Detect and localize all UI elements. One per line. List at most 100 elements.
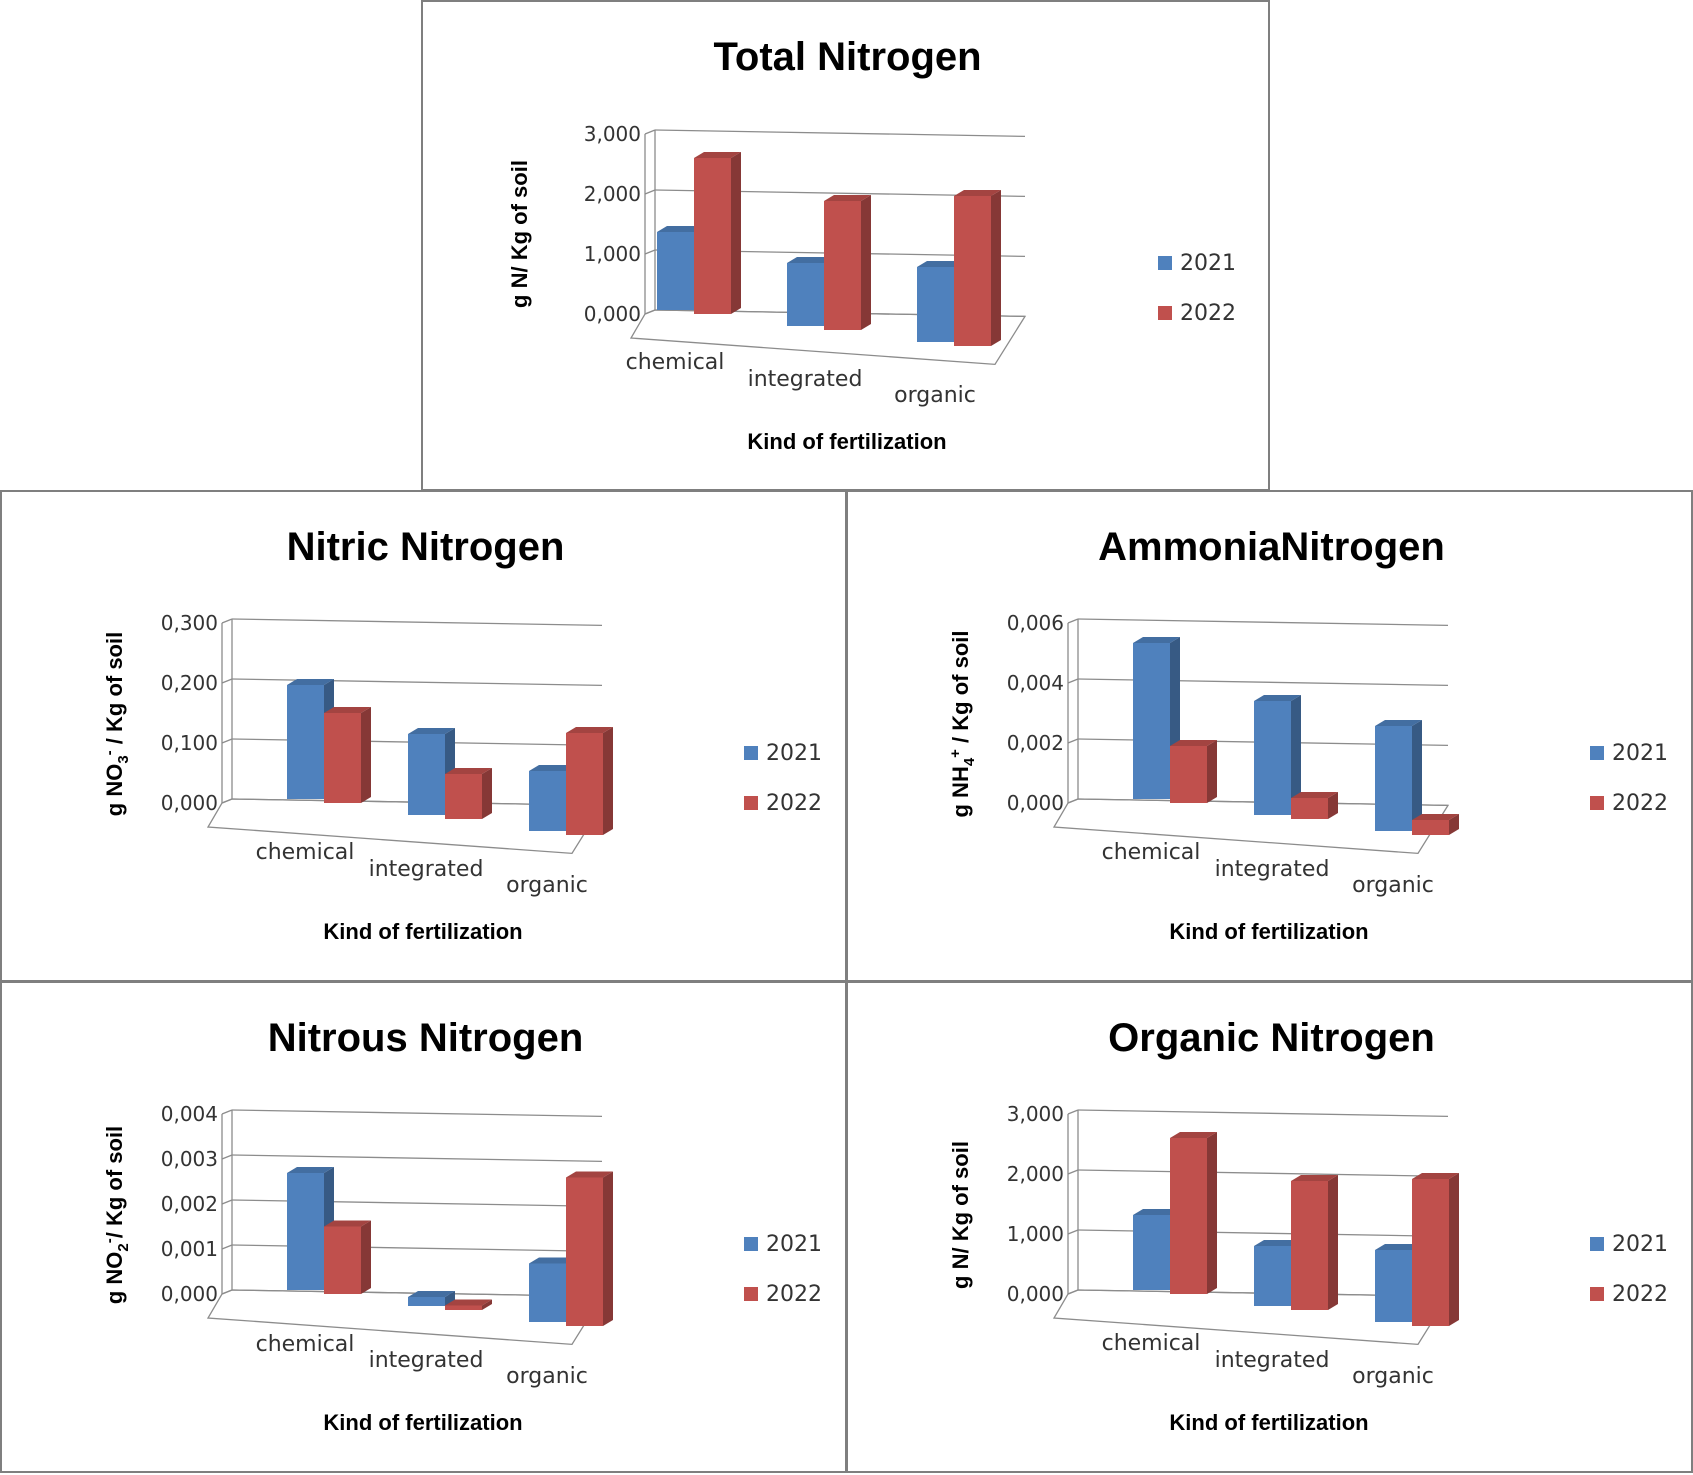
gridline-side — [221, 678, 233, 684]
legend-item-2022: 2022 — [744, 791, 822, 816]
legend-label: 2022 — [766, 1282, 822, 1307]
bar-organic-2022 — [566, 1171, 613, 1326]
gridline-side — [1067, 1229, 1079, 1235]
y-tick-label: 0,000 — [161, 1282, 218, 1306]
legend-label: 2021 — [1612, 741, 1668, 766]
x-tick-label: chemical — [1102, 840, 1201, 865]
chart-title: AmmoniaNitrogen — [1098, 525, 1445, 569]
total-nitrogen-chart: Total Nitrogen 0,000 1,000 2,000 3,000 chemic… — [421, 0, 1270, 491]
x-tick-label: chemical — [256, 840, 355, 865]
gridline — [1077, 1109, 1449, 1118]
legend-swatch — [1590, 1237, 1604, 1251]
legend-item-2021: 2021 — [744, 741, 822, 766]
gridline-side — [221, 618, 233, 624]
legend-label: 2021 — [766, 741, 822, 766]
legend-label: 2021 — [766, 1232, 822, 1257]
y-tick-label: 0,000 — [1007, 1282, 1064, 1306]
y-tick-label: 2,000 — [1007, 1162, 1064, 1186]
bar-integrated-2021 — [408, 1291, 455, 1306]
legend-label: 2022 — [766, 791, 822, 816]
x-tick-label: integrated — [748, 367, 863, 392]
gridline-side — [221, 1154, 233, 1160]
y-tick-label: 3,000 — [584, 122, 641, 146]
x-tick-label: integrated — [369, 857, 484, 882]
y-tick-label: 3,000 — [1007, 1102, 1064, 1126]
legend-item-2022: 2022 — [1590, 1282, 1668, 1307]
y-tick-label: 0,006 — [1007, 611, 1064, 635]
y-tick-label: 1,000 — [584, 242, 641, 266]
legend-item-2021: 2021 — [1158, 251, 1236, 276]
legend-swatch — [744, 1237, 758, 1251]
x-tick-label: integrated — [1215, 1348, 1330, 1373]
legend-label: 2021 — [1180, 251, 1236, 276]
gridline-side — [221, 1199, 233, 1205]
legend-label: 2022 — [1612, 1282, 1668, 1307]
x-axis-label: Kind of fertilization — [323, 1410, 522, 1435]
legend-swatch — [744, 1287, 758, 1301]
x-axis-label: Kind of fertilization — [747, 429, 946, 454]
legend-label: 2022 — [1612, 791, 1668, 816]
y-tick-label: 1,000 — [1007, 1222, 1064, 1246]
y-axis-label: g NO3- / Kg of soil — [101, 632, 132, 816]
x-tick-label: integrated — [369, 1348, 484, 1373]
legend-swatch — [1590, 796, 1604, 810]
y-tick-label: 0,001 — [161, 1237, 218, 1261]
legend-swatch — [1590, 1287, 1604, 1301]
chart-svg: Nitric Nitrogen 0,000 0,100 0,200 0,300 chemi… — [101, 525, 822, 944]
gridline — [1077, 1169, 1449, 1178]
bar-integrated-2022 — [445, 1299, 492, 1310]
bar-chemical-2022 — [1170, 740, 1217, 803]
y-tick-label: 0,000 — [584, 302, 641, 326]
chart-floor — [629, 309, 1027, 366]
gridline-side — [644, 189, 656, 195]
gridline — [1077, 618, 1449, 627]
nitric-nitrogen-chart: Nitric Nitrogen 0,000 0,100 0,200 0,300 chemi… — [0, 490, 847, 982]
gridline-side — [644, 129, 656, 135]
x-tick-label: integrated — [1215, 857, 1330, 882]
gridline — [231, 678, 603, 687]
x-tick-label: organic — [894, 383, 976, 408]
chart-svg: AmmoniaNitrogen 0,000 0,002 0,004 0,006 chemi… — [947, 525, 1668, 944]
gridline-side — [221, 1109, 233, 1115]
chart-title: Nitrous Nitrogen — [268, 1016, 584, 1060]
bar-organic-2021 — [1375, 720, 1422, 831]
bar-chemical-2022 — [324, 707, 371, 803]
legend-item-2022: 2022 — [1590, 791, 1668, 816]
gridline-side — [1067, 738, 1079, 744]
chart-svg: Nitrous Nitrogen 0,000 0,001 0,002 0,003 0,00… — [101, 1016, 822, 1435]
y-tick-label: 0,000 — [161, 791, 218, 815]
gridline-side — [1067, 1109, 1079, 1115]
legend-label: 2021 — [1612, 1232, 1668, 1257]
bar-chemical-2022 — [324, 1220, 371, 1294]
y-tick-label: 0,002 — [161, 1192, 218, 1216]
bar-organic-2022 — [1412, 1173, 1459, 1326]
gridline-side — [1067, 618, 1079, 624]
bar-organic-2022 — [954, 190, 1001, 346]
legend-swatch — [1158, 256, 1172, 270]
gridline — [231, 1109, 603, 1118]
x-tick-label: organic — [1352, 873, 1434, 898]
gridline-side — [1067, 678, 1079, 684]
y-tick-label: 0,002 — [1007, 731, 1064, 755]
legend-item-2021: 2021 — [1590, 1232, 1668, 1257]
y-tick-label: 2,000 — [584, 182, 641, 206]
legend-item-2021: 2021 — [744, 1232, 822, 1257]
x-axis-label: Kind of fertilization — [1169, 1410, 1368, 1435]
y-axis-label: g NO2-/ Kg of soil — [101, 1126, 132, 1304]
legend-swatch — [744, 796, 758, 810]
y-tick-label: 0,200 — [161, 671, 218, 695]
bar-chemical-2022 — [1170, 1132, 1217, 1294]
gridline — [654, 129, 1026, 138]
gridline — [231, 618, 603, 627]
bar-organic-2022 — [566, 727, 613, 835]
gridline-side — [221, 1244, 233, 1250]
y-tick-label: 0,100 — [161, 731, 218, 755]
x-axis-label: Kind of fertilization — [323, 919, 522, 944]
y-tick-label: 0,004 — [1007, 671, 1064, 695]
bar-integrated-2022 — [824, 195, 871, 330]
bar-chemical-2022 — [694, 152, 741, 314]
y-tick-label: 0,003 — [161, 1147, 218, 1171]
gridline-side — [644, 249, 656, 255]
bar-organic-2022 — [1412, 814, 1459, 835]
y-axis-label: g N/ Kg of soil — [948, 1141, 973, 1289]
